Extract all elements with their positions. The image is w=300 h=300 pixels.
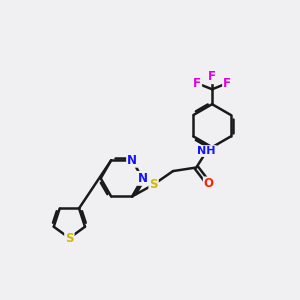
- Text: O: O: [204, 177, 214, 190]
- Text: F: F: [193, 77, 201, 90]
- Text: F: F: [223, 77, 231, 90]
- Text: N: N: [127, 154, 137, 167]
- Text: S: S: [65, 232, 74, 244]
- Text: NH: NH: [197, 146, 216, 156]
- Text: S: S: [149, 178, 158, 191]
- Text: F: F: [208, 70, 216, 83]
- Text: N: N: [137, 172, 148, 185]
